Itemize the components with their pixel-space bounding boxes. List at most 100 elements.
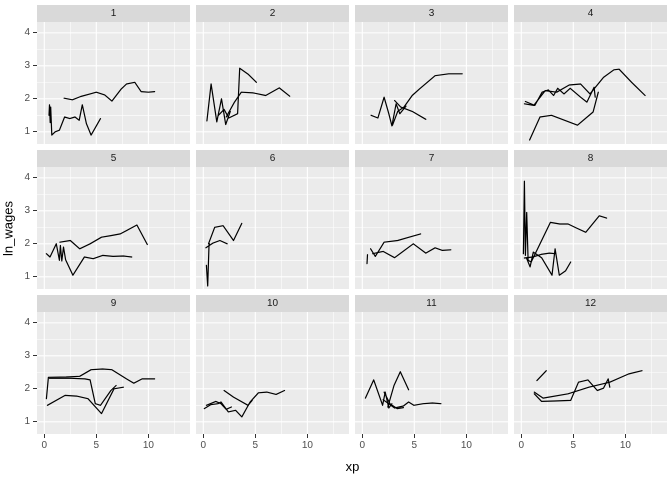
facet-strip-9: 9	[37, 295, 190, 312]
facet-panel-11	[355, 312, 508, 434]
facet-strip-label: 8	[587, 153, 594, 164]
facet-strip-6: 6	[196, 150, 349, 167]
panel-background	[355, 167, 508, 289]
facet-strip-label: 3	[428, 8, 435, 19]
x-tick-mark	[95, 434, 97, 438]
x-tick-mark	[147, 434, 149, 438]
panel-background	[355, 22, 508, 144]
facet-panel-7	[355, 167, 508, 289]
x-tick-label: 0	[359, 440, 366, 451]
facet-panel-4	[514, 22, 667, 144]
line-series-11-2	[387, 371, 410, 408]
facet-panel-9	[37, 312, 190, 434]
line-series-8-1	[522, 180, 608, 263]
facet-strip-label: 2	[269, 8, 276, 19]
x-tick-mark	[43, 434, 45, 438]
facet-strip-label: 6	[269, 153, 276, 164]
facet-strip-3: 3	[355, 5, 508, 22]
panel-background	[514, 312, 667, 434]
line-series-10-2	[223, 389, 253, 406]
line-series-5-2	[59, 224, 148, 250]
panel-background	[37, 167, 190, 289]
y-tick-label: 1	[24, 270, 30, 282]
facet-strip-2: 2	[196, 5, 349, 22]
facet-strip-label: 9	[110, 298, 117, 309]
facet-strip-label: 5	[110, 153, 117, 164]
y-tick-mark	[33, 32, 37, 34]
x-tick-mark	[465, 434, 467, 438]
line-series-11-1	[364, 379, 393, 409]
line-series-12-1	[536, 370, 547, 382]
x-tick-mark	[624, 434, 626, 438]
facet-strip-label: 10	[266, 298, 279, 309]
facet-panel-3	[355, 22, 508, 144]
facet-panel-5	[37, 167, 190, 289]
line-series-11-4	[383, 391, 405, 410]
y-tick-mark	[33, 355, 37, 357]
x-tick-label: 10	[301, 440, 313, 451]
x-tick-label: 5	[252, 440, 259, 451]
line-series-9-3	[48, 377, 117, 406]
line-series-7-3	[372, 243, 452, 259]
y-tick-mark	[33, 276, 37, 278]
line-series-6-1	[205, 243, 211, 287]
line-series-5-1	[45, 243, 133, 276]
line-series-9-1	[46, 386, 125, 415]
facet-strip-7: 7	[355, 150, 508, 167]
panel-background	[196, 167, 349, 289]
y-tick-label: 3	[24, 59, 30, 71]
panel-background	[196, 22, 349, 144]
line-series-7-1	[366, 254, 369, 265]
y-tick-mark	[33, 421, 37, 423]
y-tick-mark	[33, 388, 37, 390]
y-tick-mark	[33, 210, 37, 212]
y-tick-mark	[33, 177, 37, 179]
facet-panel-8	[514, 167, 667, 289]
x-tick-label: 5	[570, 440, 577, 451]
panel-background	[514, 167, 667, 289]
line-series-3-2	[391, 73, 463, 126]
line-series-6-3	[205, 239, 228, 249]
line-series-4-1	[523, 68, 646, 107]
panel-background	[355, 312, 508, 434]
panel-background	[196, 312, 349, 434]
x-tick-mark	[202, 434, 204, 438]
x-tick-mark	[520, 434, 522, 438]
x-tick-mark	[306, 434, 308, 438]
line-series-2-3	[225, 87, 291, 118]
x-tick-mark	[413, 434, 415, 438]
line-series-3-1	[370, 96, 407, 127]
facet-panel-12	[514, 312, 667, 434]
panel-background	[37, 312, 190, 434]
panel-background	[37, 22, 190, 144]
line-series-2-2	[217, 67, 258, 119]
facet-panel-6	[196, 167, 349, 289]
line-series-8-2	[523, 252, 557, 259]
facet-strip-11: 11	[355, 295, 508, 312]
x-tick-label: 10	[142, 440, 154, 451]
facet-strip-label: 1	[110, 8, 117, 19]
y-tick-label: 4	[24, 171, 30, 183]
x-tick-mark	[572, 434, 574, 438]
panel-background	[514, 22, 667, 144]
line-series-7-2	[370, 233, 422, 258]
facet-strip-5: 5	[37, 150, 190, 167]
line-series-10-3	[205, 400, 233, 410]
y-tick-mark	[33, 131, 37, 133]
facet-strip-label: 11	[426, 298, 437, 309]
x-tick-label: 0	[41, 440, 48, 451]
facet-strip-label: 4	[587, 8, 594, 19]
line-series-10-1	[203, 389, 286, 418]
line-series-4-3	[529, 91, 599, 141]
x-tick-label: 0	[200, 440, 207, 451]
x-tick-label: 10	[460, 440, 472, 451]
y-tick-mark	[33, 98, 37, 100]
facet-strip-label: 7	[428, 153, 435, 164]
y-tick-label: 1	[24, 415, 30, 427]
facet-strip-10: 10	[196, 295, 349, 312]
facet-panel-2	[196, 22, 349, 144]
x-tick-label: 5	[93, 440, 100, 451]
facet-panel-1	[37, 22, 190, 144]
facet-strip-label: 12	[584, 298, 597, 309]
y-tick-mark	[33, 243, 37, 245]
